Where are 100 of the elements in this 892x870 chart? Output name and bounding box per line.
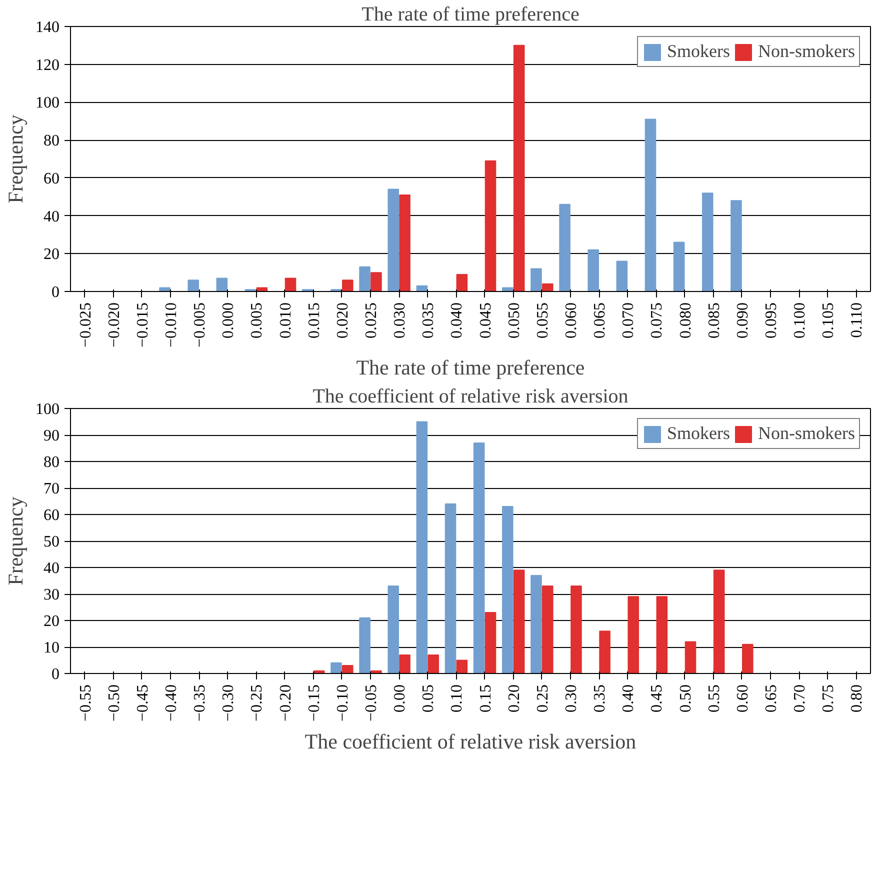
bar [342,280,354,292]
bar [656,596,668,674]
y-tick-label: 30 [44,586,60,604]
x-tick-label: 0.75 [820,684,838,712]
bar [456,274,468,292]
x-tick-label: 0.35 [592,684,609,712]
bar [502,287,514,292]
y-tick-label: 100 [36,94,60,112]
x-tick-label: 0.20 [506,684,523,712]
bar [359,617,370,674]
x-tick-label: 0.55 [706,684,723,712]
bar [513,570,525,674]
x-tick-label: 0.25 [534,684,552,712]
x-tick-label: −0.55 [77,684,94,722]
y-tick-label: 90 [44,428,60,444]
x-tick-label: 0.05 [420,684,438,712]
legend-label: Smokers [667,423,730,444]
bar [428,654,439,674]
x-tick-label: 0.090 [734,302,752,338]
y-tick-label: 80 [44,132,60,150]
chart-title: The coefficient of relative risk aversion [312,386,628,408]
x-tick-label: 0.075 [648,302,666,338]
y-tick-label: 100 [36,401,60,418]
x-tick-label: 0.100 [792,302,809,338]
bar [542,586,554,674]
chart-title: The rate of time preference [362,4,580,26]
x-tick-label: −0.025 [77,302,94,348]
x-tick-label: −0.015 [134,302,152,348]
bar [628,596,639,674]
x-tick-label: 0.030 [392,302,409,338]
bar [388,188,399,292]
bar [559,204,570,292]
bar [216,278,228,292]
bar [616,260,628,292]
bar [284,278,296,292]
x-tick-label: 0.070 [620,302,638,338]
y-tick-label: 20 [44,613,60,630]
x-tick-label: 0.00 [392,684,409,712]
bar [388,586,399,674]
x-tick-label: −0.35 [192,684,209,722]
y-tick-label: 50 [44,534,60,550]
x-tick-label: 0.105 [820,302,838,338]
bar [342,665,354,674]
y-tick-label: 40 [44,560,60,577]
x-tick-label: −0.25 [248,684,266,722]
bar [644,118,656,292]
bar [502,506,514,674]
bar [484,160,496,292]
bar [444,503,456,674]
x-tick-label: −0.05 [363,684,380,722]
bar [330,662,342,674]
y-tick-label: 60 [44,507,60,524]
x-tick-label: 0.45 [648,684,666,712]
legend-label: Non-smokers [758,423,855,444]
x-tick-label: 0.000 [220,302,238,338]
bar [188,280,199,292]
y-tick-label: 0 [52,284,60,301]
x-tick-label: 0.085 [706,302,723,338]
x-tick-label: 0.10 [448,684,466,712]
x-tick-label: 0.035 [420,302,438,338]
x-tick-label: −0.010 [163,302,180,348]
x-tick-label: 0.30 [563,684,580,712]
x-tick-label: 0.045 [477,302,494,338]
y-tick-label: 10 [44,640,60,656]
x-tick-label: −0.005 [192,302,209,348]
x-tick-label: 0.020 [334,302,352,338]
bar [530,574,542,674]
bar [713,570,725,674]
x-tick-label: −0.50 [106,684,123,722]
x-tick-label: −0.15 [306,684,323,722]
x-tick-label: −0.020 [106,302,123,348]
x-tick-label: 0.015 [306,302,323,338]
legend-label: Smokers [667,41,730,62]
x-tick-label: 0.010 [277,302,294,338]
x-tick-label: 0.080 [677,302,694,338]
y-axis-title: Frequency [4,114,28,204]
x-tick-label: 0.040 [448,302,466,338]
x-tick-label: 0.60 [734,684,752,712]
bar [484,612,496,674]
x-axis-title: The rate of time preference [356,356,585,380]
x-tick-label: 0.025 [363,302,380,338]
x-tick-label: −0.40 [163,684,180,722]
x-tick-label: 0.15 [477,684,494,712]
bar [359,266,370,292]
x-tick-label: −0.30 [220,684,238,722]
x-tick-label: 0.80 [848,684,866,712]
x-tick-label: 0.110 [848,302,866,338]
y-tick-label: 140 [36,19,60,36]
bar [742,644,754,674]
x-tick-label: 0.65 [763,684,780,712]
x-tick-label: 0.70 [792,684,809,712]
bar [473,442,485,674]
legend-label: Non-smokers [758,41,855,62]
bar [256,287,268,292]
x-tick-label: 0.050 [506,302,523,338]
y-tick-label: 70 [44,480,60,498]
x-tick-label: −0.45 [134,684,152,722]
x-tick-label: 0.065 [592,302,609,338]
bar [513,44,525,292]
x-tick-label: 0.005 [248,302,266,338]
